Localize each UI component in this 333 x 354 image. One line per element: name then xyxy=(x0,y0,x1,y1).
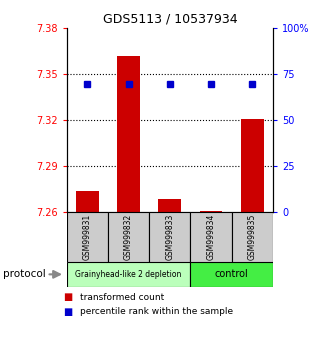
Text: transformed count: transformed count xyxy=(80,293,164,302)
Text: ■: ■ xyxy=(63,292,73,302)
Bar xyxy=(159,199,181,212)
FancyBboxPatch shape xyxy=(149,212,190,262)
Text: ■: ■ xyxy=(63,307,73,316)
Text: Grainyhead-like 2 depletion: Grainyhead-like 2 depletion xyxy=(75,270,182,279)
Title: GDS5113 / 10537934: GDS5113 / 10537934 xyxy=(103,13,237,26)
FancyBboxPatch shape xyxy=(108,212,149,262)
Text: GSM999834: GSM999834 xyxy=(206,214,216,261)
Bar xyxy=(241,119,264,212)
FancyBboxPatch shape xyxy=(190,262,273,287)
Bar xyxy=(117,56,140,212)
FancyBboxPatch shape xyxy=(67,262,190,287)
FancyBboxPatch shape xyxy=(232,212,273,262)
FancyBboxPatch shape xyxy=(67,212,108,262)
Text: GSM999835: GSM999835 xyxy=(248,214,257,261)
Text: GSM999833: GSM999833 xyxy=(165,214,174,261)
Text: GSM999832: GSM999832 xyxy=(124,214,133,260)
Text: protocol: protocol xyxy=(3,269,46,279)
Text: control: control xyxy=(215,269,249,279)
Bar xyxy=(200,211,222,212)
FancyBboxPatch shape xyxy=(190,212,232,262)
Bar xyxy=(76,191,99,212)
Text: GSM999831: GSM999831 xyxy=(83,214,92,260)
Text: percentile rank within the sample: percentile rank within the sample xyxy=(80,307,233,316)
